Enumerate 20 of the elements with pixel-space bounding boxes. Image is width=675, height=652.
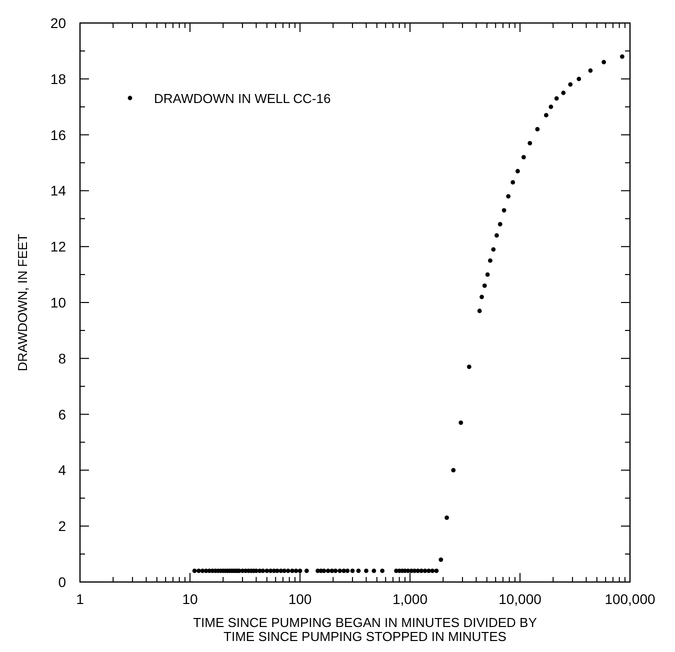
y-tick-label: 4 [58, 462, 66, 478]
x-axis-title: TIME SINCE PUMPING BEGAN IN MINUTES DIVIDED BY TIME SINCE PUMPING STOPPED IN MINUTES [193, 615, 538, 644]
y-tick-label: 8 [58, 350, 66, 366]
x-tick-label: 100,000 [604, 591, 656, 607]
y-tick-label: 20 [50, 15, 66, 31]
x-tick-label: 100 [288, 591, 312, 607]
x-tick-label: 1 [76, 591, 84, 607]
y-tick-label: 10 [50, 294, 66, 310]
y-tick-label: 6 [58, 406, 66, 422]
x-tick-label: 10,000 [498, 591, 542, 607]
legend-label: DRAWDOWN IN WELL CC-16 [154, 91, 331, 106]
x-tick-label: 1,000 [392, 591, 428, 607]
x-tick-label: 10 [182, 591, 198, 607]
y-tick-label: 0 [58, 574, 66, 590]
y-tick-label: 18 [50, 70, 66, 87]
y-tick-label: 16 [50, 126, 66, 143]
y-axis-title: DRAWDOWN, IN FEET [15, 234, 30, 372]
y-tick-label: 12 [50, 238, 66, 255]
y-tick-label: 2 [58, 518, 66, 534]
y-tick-label: 14 [50, 182, 66, 199]
